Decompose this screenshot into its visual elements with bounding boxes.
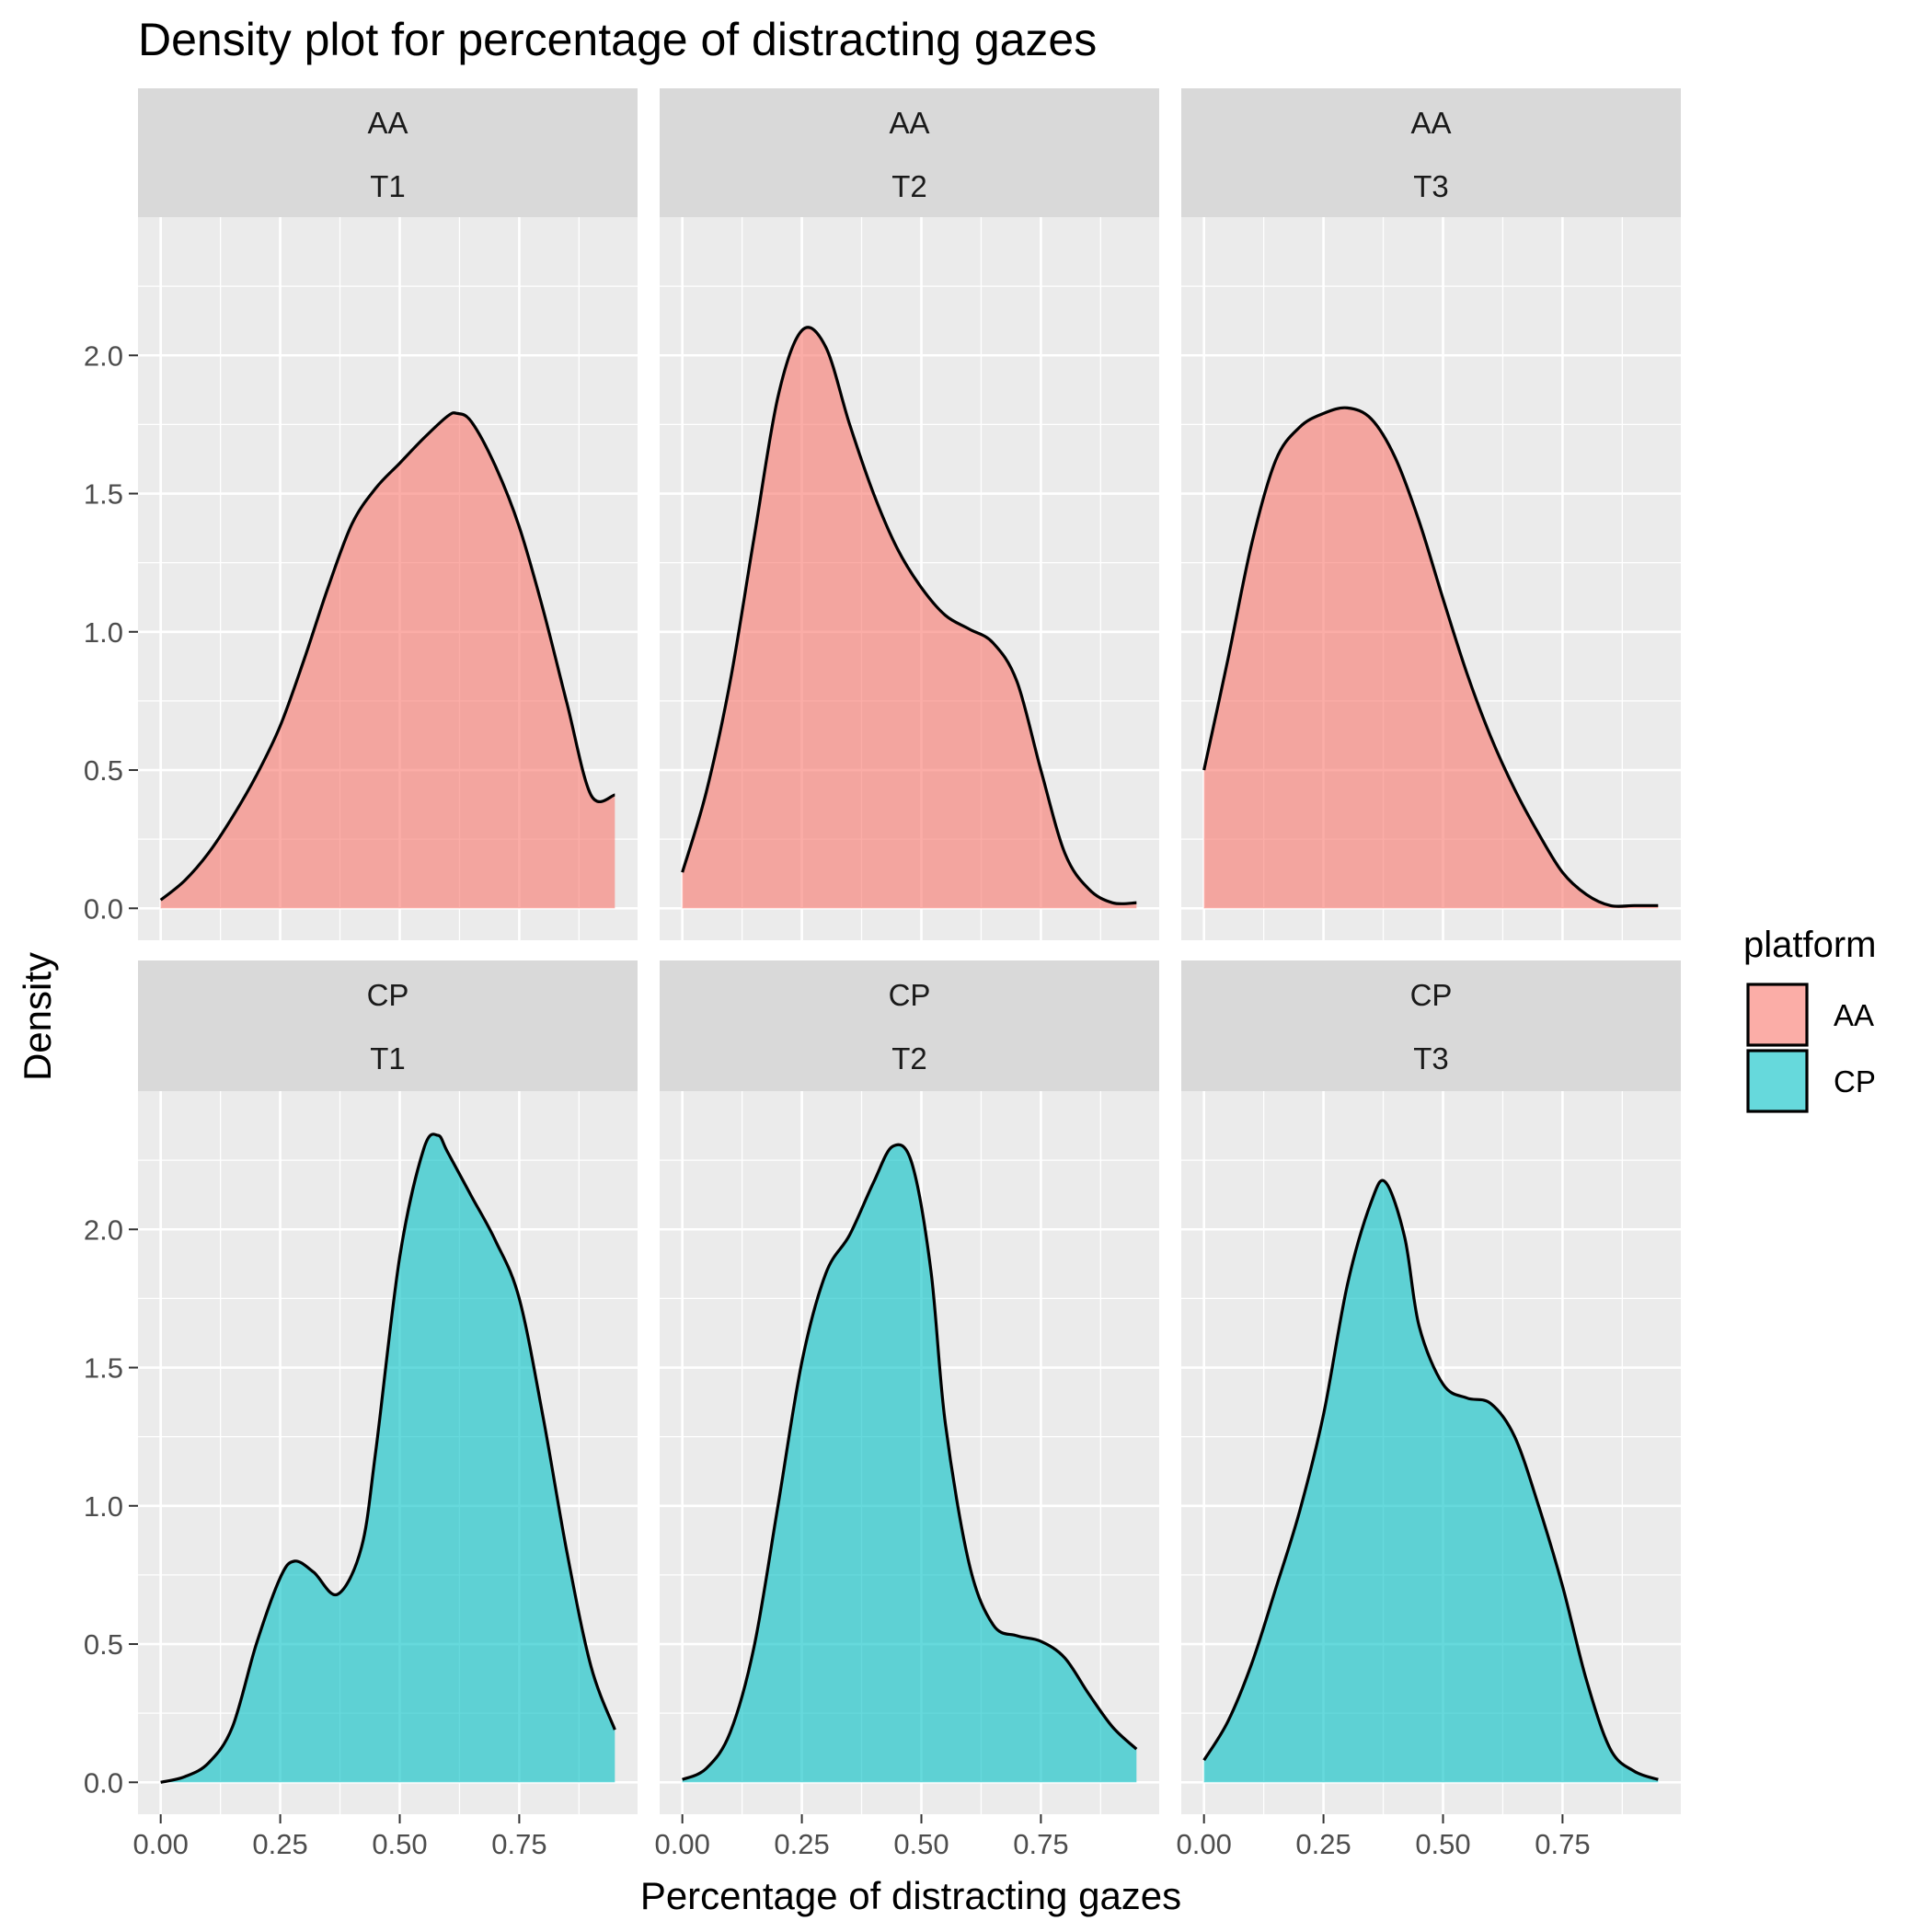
facet-strip: [660, 960, 1159, 1091]
panel-aa-t1: AA T1 0.0 0.5 1.0 1.5 2.0: [84, 88, 638, 940]
y-tick-label: 1.0: [84, 1490, 123, 1523]
facet-strip-trial-label: T1: [370, 169, 406, 203]
x-tick-label: 0.50: [372, 1828, 427, 1860]
density-area-aa-t3: [1203, 408, 1659, 909]
panel-cp-t2: CP T2 0.00 0.25 0.50 0.75: [655, 960, 1159, 1860]
facet-strip-trial-label: T3: [1413, 1041, 1449, 1075]
x-tick-label: 0.25: [1295, 1828, 1351, 1860]
x-tick-label: 0.75: [1535, 1828, 1590, 1860]
panel-aa-t3: AA T3: [1181, 88, 1681, 940]
legend-items: AA CP: [1746, 983, 1876, 1113]
panel-cp-t3: CP T3 0.00 0.25 0.50 0.75: [1177, 960, 1681, 1860]
x-tick-label: 0.00: [655, 1828, 710, 1860]
x-axis-title: Percentage of distracting gazes: [640, 1874, 1181, 1917]
y-tick-label: 1.5: [84, 478, 123, 511]
facet-strip: [138, 88, 638, 217]
density-area-cp-t2: [682, 1144, 1137, 1783]
facet-strip-platform-label: CP: [889, 978, 931, 1012]
x-tick-label: 0.75: [491, 1828, 546, 1860]
facet-strip-platform-label: AA: [1410, 106, 1451, 140]
x-tick-label: 0.50: [1415, 1828, 1470, 1860]
x-tick-label: 0.75: [1013, 1828, 1068, 1860]
facet-strip: [1181, 88, 1681, 217]
y-tick-label: 0.5: [84, 1628, 123, 1661]
y-axis-title: Density: [16, 952, 59, 1081]
facet-strip-trial-label: T3: [1413, 169, 1449, 203]
density-area-cp-t3: [1203, 1180, 1659, 1783]
x-tick-label: 0.00: [1177, 1828, 1232, 1860]
legend-label-aa: AA: [1834, 998, 1874, 1032]
panels-layer: AA T1 0.0 0.5 1.0 1.5 2.0 AA T2 AA T3 CP T1 0.0 0.5 1.0…: [84, 88, 1681, 1860]
facet-strip: [1181, 960, 1681, 1091]
density-area-cp-t1: [160, 1133, 615, 1783]
x-tick-label: 0.50: [893, 1828, 949, 1860]
facet-strip: [660, 88, 1159, 217]
x-tick-label: 0.00: [133, 1828, 189, 1860]
density-area-aa-t2: [682, 327, 1137, 909]
density-line-cp-t1: [160, 1133, 616, 1784]
legend-key-cp: [1746, 1049, 1809, 1113]
facet-strip-trial-label: T1: [370, 1041, 406, 1075]
panel-aa-t2: AA T2: [660, 88, 1159, 940]
x-tick-label: 0.25: [252, 1828, 307, 1860]
y-tick-label: 0.0: [84, 892, 123, 925]
density-line-cp-t3: [1202, 1179, 1659, 1781]
facet-strip-trial-label: T2: [891, 169, 927, 203]
legend-label-cp: CP: [1834, 1064, 1876, 1098]
facet-strip: [138, 960, 638, 1091]
facet-strip-platform-label: CP: [367, 978, 409, 1012]
density-line-cp-t2: [682, 1143, 1138, 1781]
density-line-aa-t2: [681, 326, 1137, 905]
density-area-aa-t1: [160, 412, 615, 909]
facet-strip-platform-label: CP: [1410, 978, 1453, 1012]
y-tick-label: 2.0: [84, 339, 123, 372]
x-tick-label: 0.25: [774, 1828, 829, 1860]
panel-cp-t1: CP T1 0.0 0.5 1.0 1.5 2.0 0.00 0.25 0.50 0.75: [84, 960, 638, 1860]
legend-key-aa: [1746, 983, 1809, 1047]
facet-strip-trial-label: T2: [891, 1041, 927, 1075]
facet-strip-platform-label: AA: [889, 106, 929, 140]
y-tick-label: 0.0: [84, 1766, 123, 1799]
facet-strip-platform-label: AA: [367, 106, 408, 140]
y-tick-label: 1.0: [84, 616, 123, 649]
chart-title: Density plot for percentage of distracti…: [138, 14, 1097, 65]
density-line-aa-t3: [1202, 406, 1659, 908]
legend: platform AA CP: [1743, 925, 1877, 1113]
density-line-aa-t1: [159, 411, 615, 902]
y-tick-label: 2.0: [84, 1213, 123, 1246]
y-tick-label: 1.5: [84, 1352, 123, 1385]
y-tick-label: 0.5: [84, 754, 123, 787]
legend-title: platform: [1743, 925, 1877, 965]
